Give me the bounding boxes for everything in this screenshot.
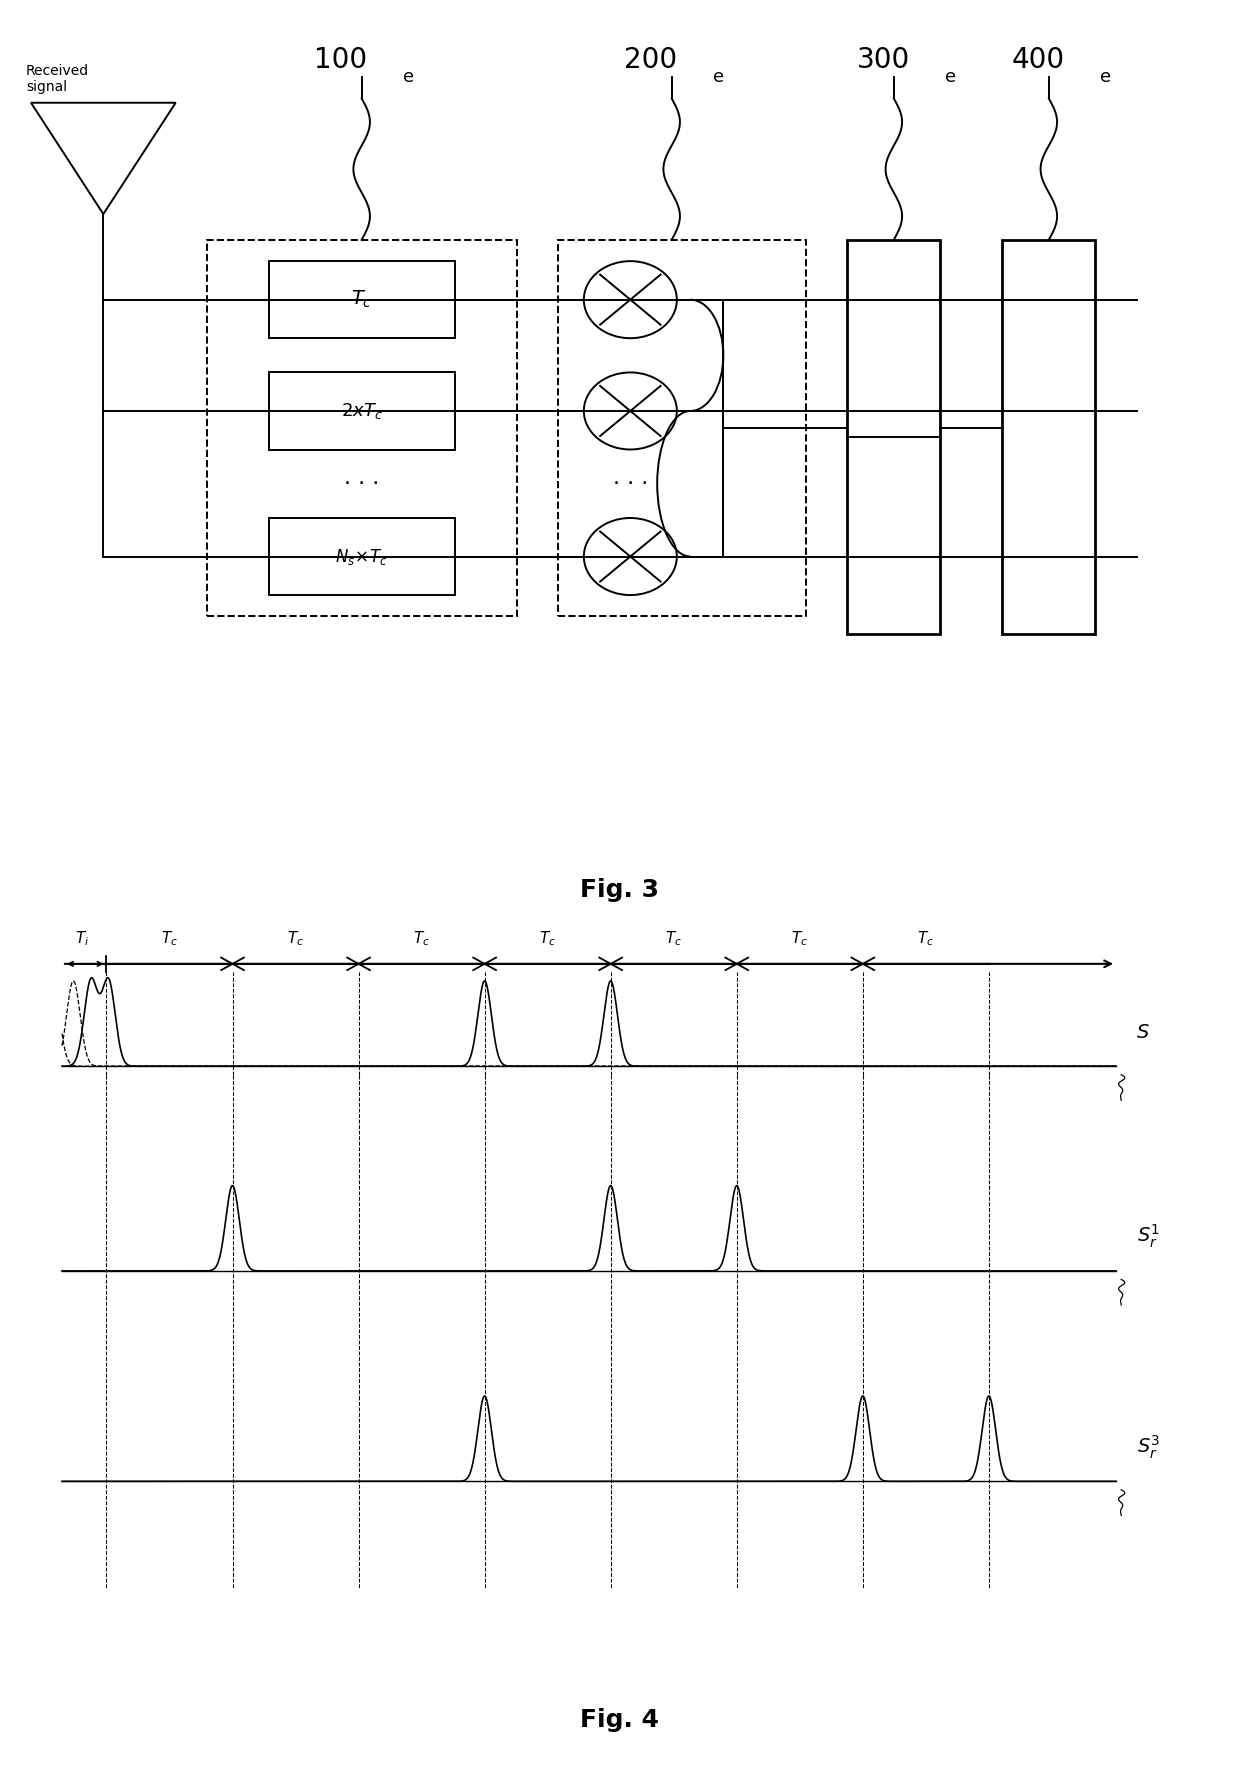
Text: · · ·: · · · [343,474,379,494]
Bar [1002,240,1095,634]
Text: S: S [1137,1022,1149,1041]
Text: Received
signal: Received signal [26,64,89,94]
Bar [269,519,455,595]
Text: $T_c$: $T_c$ [351,290,372,311]
Text: 100: 100 [315,46,367,75]
Bar [269,373,455,450]
Text: 200: 200 [625,46,677,75]
Text: · · ·: · · · [613,474,649,494]
Text: e: e [713,68,724,85]
Text: e: e [945,68,956,85]
Text: Fig. 3: Fig. 3 [580,878,660,903]
Bar [269,261,455,338]
Text: Fig. 4: Fig. 4 [580,1708,660,1733]
Text: $S_r^1$: $S_r^1$ [1137,1223,1159,1251]
Bar [847,240,940,634]
Bar [207,240,517,617]
Bar [558,240,806,617]
Text: 400: 400 [1012,46,1065,75]
Text: $T_c$: $T_c$ [286,929,304,947]
Text: $N_s\!\times\! T_c$: $N_s\!\times\! T_c$ [336,547,388,567]
Text: $T_i$: $T_i$ [74,929,89,947]
Text: e: e [403,68,414,85]
Text: $T_c$: $T_c$ [665,929,682,947]
Text: $T_c$: $T_c$ [413,929,430,947]
Text: $T_c$: $T_c$ [539,929,557,947]
Text: $T_c$: $T_c$ [918,929,935,947]
Text: $T_c$: $T_c$ [161,929,179,947]
Text: $2xT_c$: $2xT_c$ [341,402,383,421]
Text: 300: 300 [857,46,910,75]
Text: $T_c$: $T_c$ [791,929,808,947]
Text: $S_r^3$: $S_r^3$ [1137,1434,1159,1461]
Text: e: e [1100,68,1111,85]
